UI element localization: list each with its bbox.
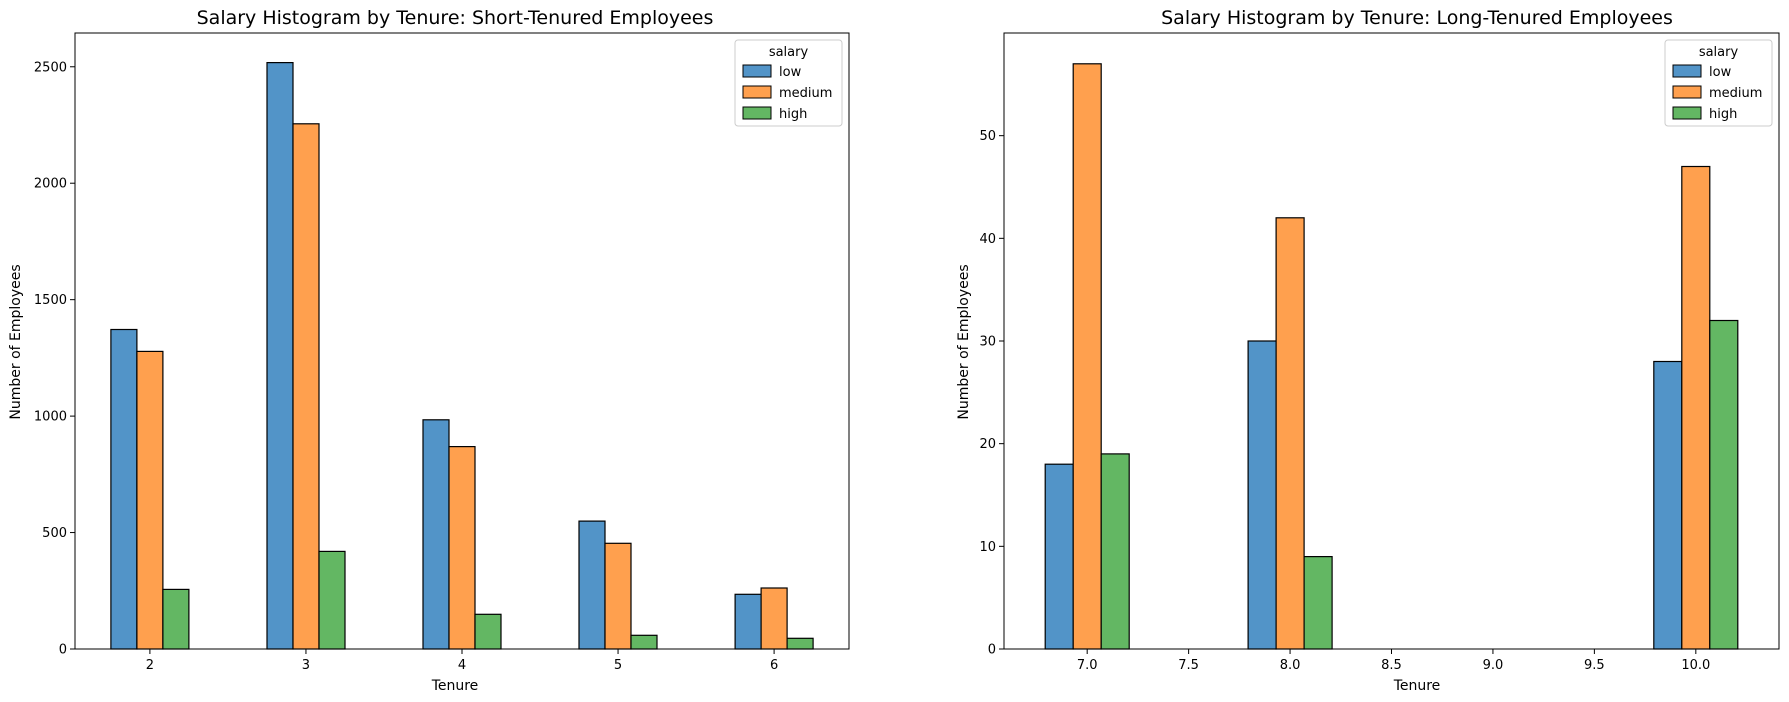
long-tenure-xtick-label: 8.0 <box>1280 658 1301 673</box>
long-tenure-bar-low-10 <box>1653 360 1683 650</box>
long-tenure-ytick-label: 50 <box>979 129 996 144</box>
long-tenure-xtick-label: 7.0 <box>1077 658 1098 673</box>
short-tenure-legend-frame <box>734 39 843 127</box>
short-tenure-xtick-label: 2 <box>146 658 154 673</box>
long-tenure-ytick-label: 0 <box>988 643 996 658</box>
long-tenure-ytick-label: 30 <box>979 335 996 350</box>
long-tenure-bar-high-7 <box>1100 453 1130 650</box>
short-tenure-bar-medium-5 <box>604 542 632 650</box>
long-tenure-bars <box>1044 63 1739 650</box>
short-tenure-ytick-label: 2500 <box>34 60 67 75</box>
short-tenure-bar-high-3 <box>318 550 346 650</box>
short-tenure-bar-medium-4 <box>448 446 476 650</box>
long-tenure-legend-swatch-medium <box>1672 85 1702 99</box>
long-tenure-legend: salary low medium high <box>1664 39 1773 127</box>
short-tenure-ylabel: Number of Employees <box>8 264 24 419</box>
short-tenure-bar-medium-2 <box>136 350 164 650</box>
long-tenure-legend-swatch-high <box>1672 106 1702 120</box>
long-tenure-bar-medium-7 <box>1072 63 1102 650</box>
long-tenure-xtick-label: 9.0 <box>1483 658 1504 673</box>
long-tenure-bar-medium-10 <box>1681 165 1711 650</box>
long-tenure-bar-high-10 <box>1709 319 1739 650</box>
long-tenure-xtick-label: 8.5 <box>1381 658 1402 673</box>
short-tenure-bar-low-5 <box>578 520 606 650</box>
long-tenure-legend-swatch-low <box>1672 64 1702 78</box>
short-tenure-legend-label-low: low <box>779 65 802 80</box>
short-tenure-title: Salary Histogram by Tenure: Short-Tenure… <box>197 7 714 29</box>
short-tenure-axes-frame <box>74 32 850 650</box>
short-tenure-legend-swatch-medium <box>742 85 772 99</box>
long-tenure-ytick-label: 40 <box>979 232 996 247</box>
long-tenure-bar-high-8 <box>1303 555 1333 650</box>
short-tenure-ytick-label: 500 <box>42 526 67 541</box>
long-tenure-panel: Salary Histogram by Tenure: Long-Tenured… <box>956 7 1780 694</box>
short-tenure-bar-low-3 <box>266 61 294 650</box>
short-tenure-bar-high-6 <box>786 637 814 650</box>
long-tenure-ytick-label: 10 <box>979 540 996 555</box>
long-tenure-bar-low-8 <box>1247 340 1277 650</box>
long-tenure-bar-medium-8 <box>1275 217 1305 650</box>
short-tenure-bar-high-2 <box>162 588 190 650</box>
short-tenure-xlabel: Tenure <box>431 678 479 694</box>
short-tenure-legend-label-high: high <box>779 107 807 122</box>
long-tenure-xtick-label: 10.0 <box>1681 658 1710 673</box>
long-tenure-xtick-label: 9.5 <box>1584 658 1605 673</box>
short-tenure-ytick-label: 0 <box>59 643 67 658</box>
long-tenure-legend-label-high: high <box>1709 107 1737 122</box>
short-tenure-xtick-label: 6 <box>770 658 778 673</box>
long-tenure-legend-title: salary <box>1699 45 1739 60</box>
short-tenure-ticks: 2 3 4 5 6 0 500 1000 1500 2000 2500 <box>34 60 778 673</box>
long-tenure-bar-low-7 <box>1044 463 1074 650</box>
short-tenure-xtick-label: 5 <box>614 658 622 673</box>
short-tenure-legend: salary low medium high <box>734 39 843 127</box>
short-tenure-ytick-label: 2000 <box>34 177 67 192</box>
short-tenure-bar-low-2 <box>110 328 138 650</box>
long-tenure-xtick-label: 7.5 <box>1178 658 1199 673</box>
long-tenure-legend-frame <box>1664 39 1773 127</box>
short-tenure-ytick-label: 1500 <box>34 293 67 308</box>
short-tenure-ytick-label: 1000 <box>34 410 67 425</box>
short-tenure-bar-high-4 <box>474 613 502 650</box>
short-tenure-legend-title: salary <box>769 45 809 60</box>
short-tenure-legend-swatch-high <box>742 106 772 120</box>
short-tenure-panel: Salary Histogram by Tenure: Short-Tenure… <box>8 7 850 694</box>
short-tenure-bar-medium-6 <box>760 587 788 650</box>
short-tenure-bars <box>110 61 814 650</box>
long-tenure-ytick-label: 20 <box>979 437 996 452</box>
short-tenure-bar-medium-3 <box>292 123 320 650</box>
short-tenure-xtick-label: 4 <box>458 658 466 673</box>
long-tenure-legend-label-low: low <box>1709 65 1732 80</box>
short-tenure-bar-low-4 <box>422 419 450 650</box>
long-tenure-title: Salary Histogram by Tenure: Long-Tenured… <box>1161 7 1673 29</box>
short-tenure-bar-high-5 <box>630 634 658 650</box>
long-tenure-xlabel: Tenure <box>1393 678 1441 694</box>
long-tenure-legend-label-medium: medium <box>1709 86 1762 101</box>
short-tenure-legend-label-medium: medium <box>779 86 832 101</box>
long-tenure-axes-frame <box>1003 32 1780 650</box>
short-tenure-legend-swatch-low <box>742 64 772 78</box>
short-tenure-bar-low-6 <box>734 593 762 650</box>
long-tenure-ylabel: Number of Employees <box>956 264 972 419</box>
short-tenure-xtick-label: 3 <box>302 658 310 673</box>
long-tenure-ticks: 7.0 7.5 8.0 8.5 9.0 9.5 10.0 0 10 20 30 40 50 <box>979 129 1710 673</box>
